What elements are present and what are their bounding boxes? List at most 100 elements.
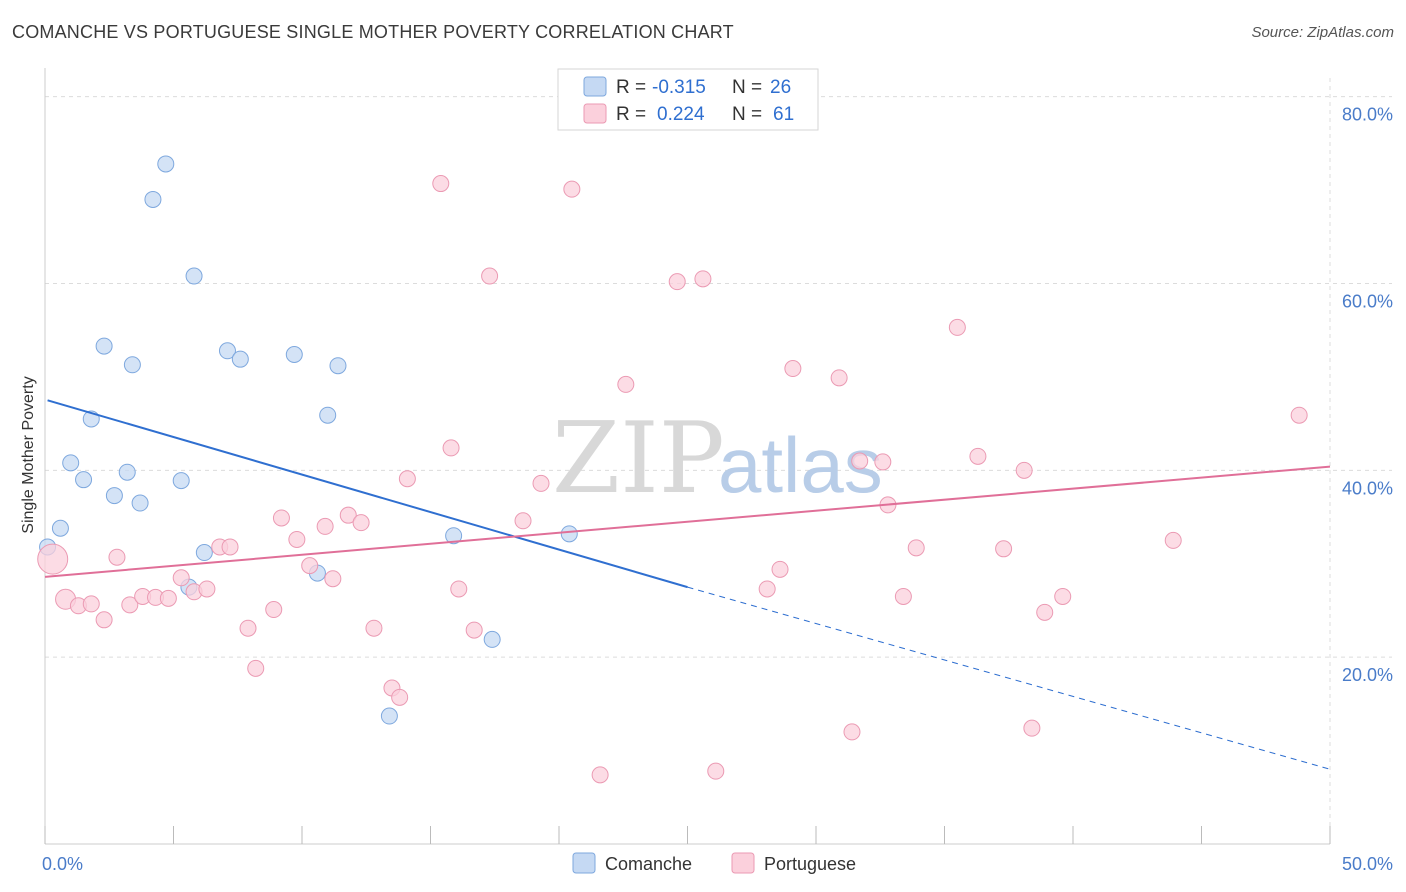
watermark-zip: ZIP [552, 402, 725, 516]
legend-bottom-comanche-label: Comanche [605, 854, 692, 874]
comanche-point [560, 525, 578, 543]
portuguese-point [121, 596, 139, 614]
comanche-point [319, 406, 337, 424]
comanche-point [285, 346, 303, 364]
comanche-point [157, 155, 175, 173]
comanche-point [144, 190, 162, 208]
portuguese-point [591, 766, 609, 784]
source-label: Source: ZipAtlas.com [1251, 24, 1394, 41]
portuguese-point [707, 762, 725, 780]
portuguese-point [851, 452, 869, 470]
comanche-point [483, 630, 501, 648]
legend-bottom: Comanche Portuguese [572, 852, 856, 874]
comanche-point [105, 487, 123, 505]
comanche-point [51, 519, 69, 537]
comanche-point [329, 357, 347, 375]
portuguese-point [221, 538, 239, 556]
portuguese-point [830, 369, 848, 387]
comanche-point [118, 463, 136, 481]
comanche-trend-line [47, 399, 688, 589]
comanche-point [218, 342, 236, 360]
comanche-point [231, 350, 249, 368]
portuguese-point [82, 595, 100, 613]
portuguese-point [784, 360, 802, 378]
x-tick-labels: 0.0% 50.0% [42, 854, 1393, 874]
legend-comanche-n-value: 26 [770, 77, 791, 98]
portuguese-point [843, 723, 861, 741]
legend-portuguese-swatch [583, 103, 607, 124]
portuguese-point [391, 688, 409, 706]
portuguese-point [288, 530, 306, 548]
y-tick-label: 20.0% [1342, 665, 1393, 685]
portuguese-point [894, 587, 912, 605]
portuguese-point [316, 517, 334, 535]
portuguese-point [948, 318, 966, 336]
portuguese-point [771, 560, 789, 578]
legend-comanche-r-value: -0.315 [652, 77, 706, 98]
points-layer [37, 155, 1308, 784]
y-axis-label: Single Mother Poverty [20, 376, 37, 533]
comanche-point [123, 356, 141, 374]
portuguese-point [617, 375, 635, 393]
portuguese-point [352, 514, 370, 532]
portuguese-point [1023, 719, 1041, 737]
comanche-point [75, 471, 93, 489]
portuguese-point [465, 621, 483, 639]
portuguese-point [247, 659, 265, 677]
portuguese-point [198, 580, 216, 598]
portuguese-point [1054, 587, 1072, 605]
portuguese-point [532, 474, 550, 492]
legend-top: R = -0.315 N = 26 R = 0.224 N = 61 [557, 68, 819, 131]
comanche-point [185, 267, 203, 285]
trend-layer [44, 399, 1331, 770]
portuguese-point [450, 580, 468, 598]
portuguese-point [907, 539, 925, 557]
legend-portuguese-r-value: 0.224 [657, 104, 705, 125]
portuguese-point [694, 270, 712, 288]
portuguese-point [668, 273, 686, 291]
axis-layer [44, 68, 1331, 845]
portuguese-point [108, 548, 126, 566]
legend-comanche-r-label: R = [616, 77, 646, 98]
portuguese-point [514, 512, 532, 530]
comanche-point [445, 527, 463, 545]
y-tick-label: 60.0% [1342, 292, 1393, 312]
portuguese-point [159, 589, 177, 607]
legend-bottom-portuguese-swatch [731, 852, 755, 874]
portuguese-point [442, 439, 460, 457]
comanche-point [172, 472, 190, 490]
portuguese-point [1164, 531, 1182, 549]
legend-bottom-comanche-swatch [572, 852, 596, 874]
grid-layer [45, 78, 1392, 844]
portuguese-point [969, 447, 987, 465]
portuguese-point [995, 540, 1013, 558]
portuguese-point [265, 601, 283, 619]
portuguese-point [324, 570, 342, 588]
y-tick-label: 40.0% [1342, 478, 1393, 498]
portuguese-point [239, 619, 257, 637]
portuguese-point [95, 611, 113, 629]
portuguese-point [758, 580, 776, 598]
y-tick-label: 80.0% [1342, 105, 1393, 125]
portuguese-point [874, 453, 892, 471]
legend-comanche-n-label: N = [732, 77, 762, 98]
legend-portuguese-n-label: N = [732, 104, 762, 125]
comanche-point [131, 494, 149, 512]
portuguese-point [1015, 461, 1033, 479]
portuguese-point [563, 180, 581, 198]
portuguese-trend-line [44, 465, 1331, 578]
portuguese-point [365, 619, 383, 637]
comanche-point [195, 544, 213, 562]
comanche-point [380, 707, 398, 725]
portuguese-point [398, 470, 416, 488]
portuguese-point [37, 543, 69, 575]
comanche-point [62, 454, 80, 472]
portuguese-point [432, 175, 450, 193]
portuguese-point [481, 267, 499, 285]
portuguese-point [172, 569, 190, 587]
portuguese-point [301, 557, 319, 575]
watermark: ZIP atlas [552, 402, 883, 516]
legend-comanche-swatch [583, 76, 607, 97]
portuguese-point [1036, 603, 1054, 621]
chart-title: COMANCHE VS PORTUGUESE SINGLE MOTHER POV… [12, 22, 734, 42]
